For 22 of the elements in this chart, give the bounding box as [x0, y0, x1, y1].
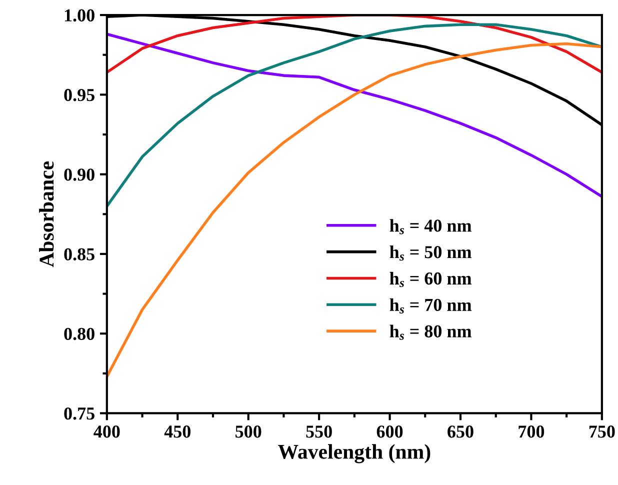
x-tick-label: 650 — [448, 426, 474, 438]
x-tick-label: 400 — [94, 426, 120, 438]
y-tick-label: 0.85 — [64, 248, 94, 260]
x-axis-title: Wavelength (nm) — [278, 444, 430, 464]
line-series — [106, 42, 602, 378]
legend-label: h$_{s}$ = 80 nm — [390, 324, 472, 340]
x-tick-label: 450 — [164, 426, 190, 438]
legend-label: h$_{s}$ = 70 nm — [390, 298, 472, 314]
x-tick-label: 600 — [376, 426, 403, 438]
y-axis-title: Absorbance — [39, 161, 54, 268]
y-tick-label: 1.00 — [64, 9, 94, 22]
legend-label: h$_{s}$ = 50 nm — [390, 245, 472, 261]
y-tick-label: 0.90 — [64, 168, 94, 181]
y-tick-label: 0.75 — [64, 407, 94, 420]
legend-label: h$_{s}$ = 40 nm — [390, 219, 472, 234]
y-tick-label: 0.95 — [64, 88, 94, 102]
legend-label: h$_{s}$ = 60 nm — [390, 272, 472, 288]
x-tick-label: 550 — [306, 426, 332, 438]
x-tick-label: 750 — [589, 426, 615, 438]
x-tick-label: 700 — [518, 426, 544, 438]
y-tick-label: 0.80 — [64, 328, 94, 340]
x-tick-label: 500 — [236, 426, 262, 438]
